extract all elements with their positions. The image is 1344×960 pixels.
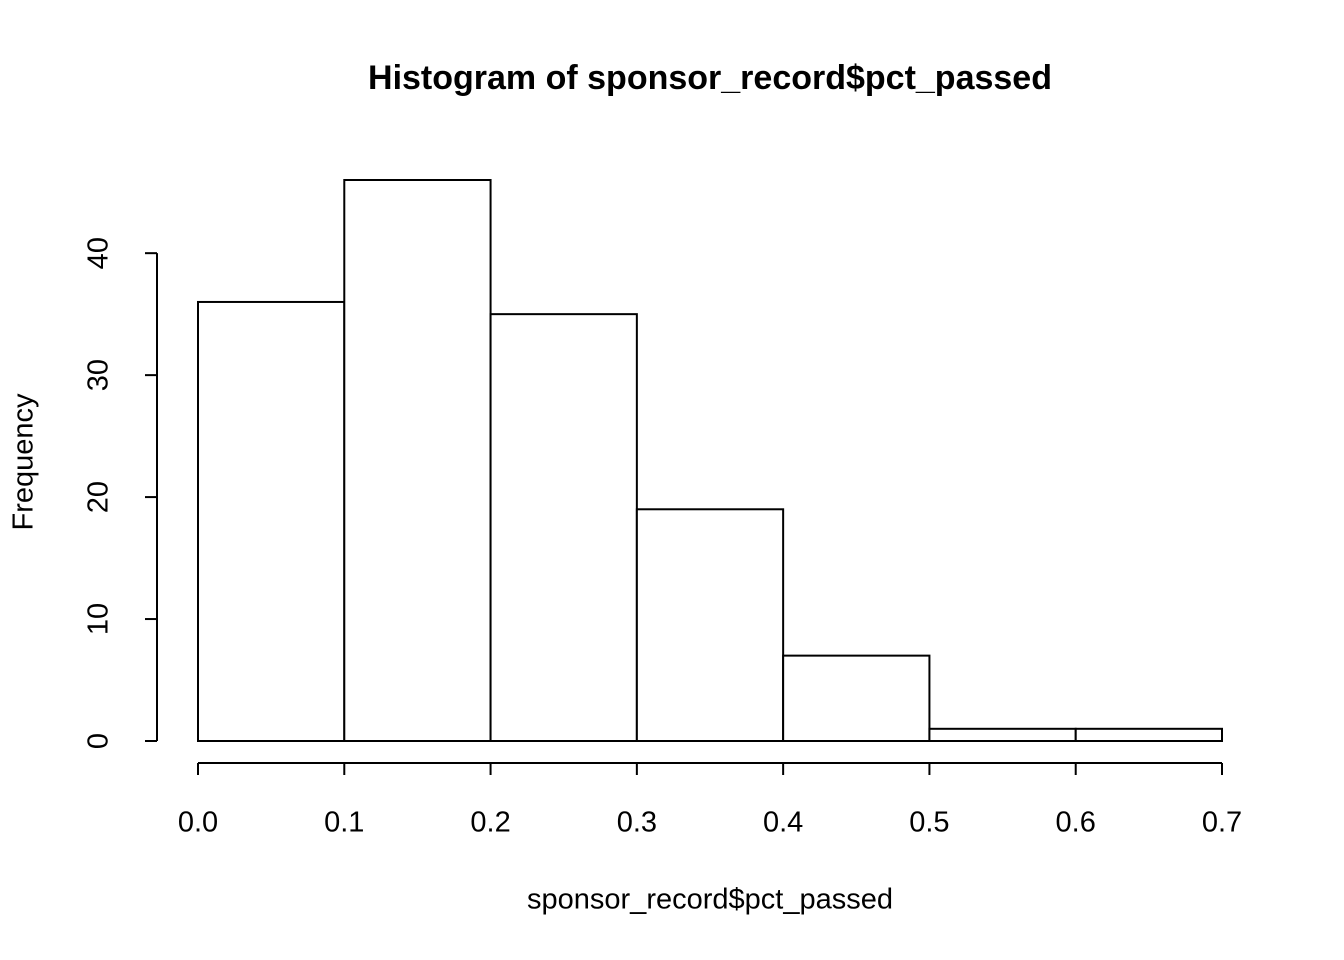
- x-tick-label: 0.6: [1056, 807, 1096, 839]
- x-tick-label: 0.0: [178, 807, 218, 839]
- chart-title: Histogram of sponsor_record$pct_passed: [368, 59, 1052, 97]
- bar: [635, 508, 785, 743]
- bar: [343, 179, 492, 742]
- x-tick-label: 0.3: [617, 807, 657, 839]
- y-tick-label: 30: [83, 359, 115, 391]
- x-tick-label: 0.2: [470, 807, 510, 839]
- x-axis-label: sponsor_record$pct_passed: [527, 884, 893, 916]
- bar: [489, 313, 638, 742]
- y-tick-label: 20: [83, 481, 115, 513]
- bar: [1074, 727, 1223, 742]
- x-tick-label: 0.1: [324, 807, 364, 839]
- bar: [197, 300, 346, 742]
- y-tick-label: 40: [83, 237, 115, 269]
- x-tick-label: 0.4: [763, 807, 803, 839]
- y-tick-label: 0: [83, 733, 115, 749]
- x-tick-label: 0.7: [1202, 807, 1242, 839]
- y-axis-label: Frequency: [8, 393, 40, 531]
- bar: [782, 654, 931, 742]
- x-tick-label: 0.5: [909, 807, 949, 839]
- y-tick-label: 10: [83, 603, 115, 635]
- bar: [928, 727, 1077, 742]
